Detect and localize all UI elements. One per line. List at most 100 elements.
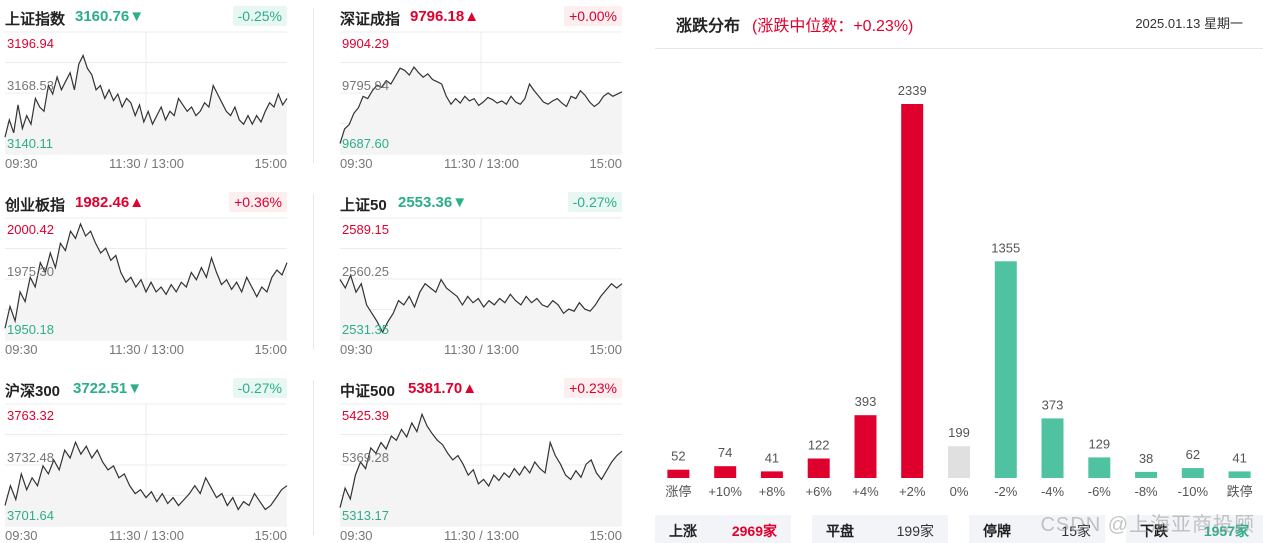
summary-label: 停牌 bbox=[983, 523, 1011, 539]
x-label-mid: 11:30 / 13:00 bbox=[444, 156, 519, 171]
bar-category-label: -4% bbox=[1041, 484, 1065, 499]
distribution-title: 涨跌分布 bbox=[676, 18, 741, 35]
index-panel-shenzhen[interactable]: 深证成指 9796.18▲ +0.00% 9904.29 9795.94 968… bbox=[339, 0, 623, 172]
bar-category-label: +4% bbox=[852, 484, 879, 499]
bar-category-label: -8% bbox=[1135, 484, 1159, 499]
y-label-mid: 2560.25 bbox=[342, 264, 389, 279]
x-label-open: 09:30 bbox=[340, 528, 373, 543]
index-intraday-chart: 2000.42 1975.30 1950.18 bbox=[4, 217, 288, 341]
index-intraday-chart: 5425.39 5369.28 5313.17 bbox=[339, 403, 623, 527]
bar-3 bbox=[807, 458, 830, 478]
index-price: 5381.70▲ bbox=[408, 380, 478, 397]
bar-value-label: 52 bbox=[671, 449, 685, 464]
index-panel-sse50[interactable]: 上证50 2553.36▼ -0.27% 2589.15 2560.25 253… bbox=[339, 186, 623, 358]
summary-label: 下跌 bbox=[1140, 523, 1168, 539]
x-label-close: 15:00 bbox=[254, 156, 287, 171]
summary-value: 15家 bbox=[1061, 523, 1091, 539]
bar-category-label: 涨停 bbox=[665, 484, 691, 499]
price-line bbox=[4, 440, 288, 511]
bar-value-label: 41 bbox=[1232, 450, 1246, 465]
price-line bbox=[339, 273, 623, 334]
index-price: 9796.18▲ bbox=[410, 8, 480, 25]
y-label-low: 5313.17 bbox=[342, 508, 389, 523]
summary-value: 2969家 bbox=[731, 523, 777, 539]
x-label-open: 09:30 bbox=[340, 156, 373, 171]
index-change-badge: +0.00% bbox=[564, 6, 622, 26]
y-label-low: 2531.35 bbox=[342, 322, 389, 337]
bar-7 bbox=[994, 261, 1017, 478]
x-label-close: 15:00 bbox=[589, 156, 622, 171]
watermark: CSDN @上海亚商投顾 bbox=[1040, 514, 1255, 536]
index-name: 上证50 bbox=[340, 197, 387, 214]
bar-category-label: +10% bbox=[708, 484, 742, 499]
price-area bbox=[5, 442, 287, 526]
index-name: 深证成指 bbox=[340, 11, 401, 28]
index-price: 3160.76▼ bbox=[75, 8, 145, 25]
y-label-low: 9687.60 bbox=[342, 136, 389, 151]
bar-category-label: -2% bbox=[994, 484, 1018, 499]
index-name: 上证指数 bbox=[5, 11, 66, 28]
x-label-close: 15:00 bbox=[254, 528, 287, 543]
y-label-mid: 3732.48 bbox=[7, 450, 54, 465]
bar-category-label: +2% bbox=[899, 484, 926, 499]
index-change-badge: +0.23% bbox=[564, 378, 622, 398]
x-label-close: 15:00 bbox=[254, 342, 287, 357]
trade-date: 2025.01.13 星期一 bbox=[1135, 16, 1243, 31]
bar-value-label: 38 bbox=[1139, 451, 1153, 466]
x-label-mid: 11:30 / 13:00 bbox=[109, 156, 184, 171]
bar-value-label: 2339 bbox=[898, 83, 927, 98]
column-divider bbox=[313, 8, 314, 163]
x-label-mid: 11:30 / 13:00 bbox=[444, 528, 519, 543]
index-change-badge: +0.36% bbox=[229, 192, 287, 212]
summary-label: 平盘 bbox=[826, 523, 854, 539]
y-label-high: 3196.94 bbox=[7, 36, 54, 51]
y-label-low: 1950.18 bbox=[7, 322, 54, 337]
index-intraday-chart: 3196.94 3168.53 3140.11 bbox=[4, 31, 288, 155]
index-price: 2553.36▼ bbox=[398, 194, 468, 211]
y-label-low: 3701.64 bbox=[7, 508, 54, 523]
y-label-high: 9904.29 bbox=[342, 36, 389, 51]
x-label-open: 09:30 bbox=[5, 156, 38, 171]
index-name: 创业板指 bbox=[5, 197, 66, 214]
price-line bbox=[339, 412, 623, 508]
price-area bbox=[340, 67, 622, 154]
y-label-mid: 3168.53 bbox=[7, 78, 54, 93]
summary-label: 上涨 bbox=[669, 523, 697, 539]
price-area bbox=[5, 55, 287, 154]
y-label-mid: 1975.30 bbox=[7, 264, 54, 279]
bar-category-label: +6% bbox=[805, 484, 832, 499]
index-panel-chinext[interactable]: 创业板指 1982.46▲ +0.36% 2000.42 1975.30 195… bbox=[4, 186, 288, 358]
index-change-badge: -0.25% bbox=[232, 6, 287, 26]
index-panel-shanghai[interactable]: 上证指数 3160.76▼ -0.25% 3196.94 3168.53 314… bbox=[4, 0, 288, 172]
bar-5 bbox=[901, 104, 924, 478]
index-panel-csi500[interactable]: 中证500 5381.70▲ +0.23% 5425.39 5369.28 53… bbox=[339, 372, 623, 543]
bar-6 bbox=[948, 446, 970, 478]
bar-value-label: 199 bbox=[948, 425, 970, 440]
index-change-badge: -0.27% bbox=[232, 378, 287, 398]
summary-up: 上涨 2969家 bbox=[655, 515, 791, 543]
bar-4 bbox=[854, 415, 877, 478]
bar-value-label: 74 bbox=[718, 445, 732, 460]
index-name: 中证500 bbox=[340, 383, 396, 400]
column-divider bbox=[313, 380, 314, 535]
x-label-open: 09:30 bbox=[340, 342, 373, 357]
x-label-close: 15:00 bbox=[589, 528, 622, 543]
y-label-high: 3763.32 bbox=[7, 408, 54, 423]
x-label-open: 09:30 bbox=[5, 528, 38, 543]
summary-down: 下跌 1957家 bbox=[1126, 515, 1263, 543]
bar-value-label: 393 bbox=[855, 394, 877, 409]
index-intraday-chart: 3763.32 3732.48 3701.64 bbox=[4, 403, 288, 527]
price-line bbox=[4, 222, 288, 329]
y-label-high: 2589.15 bbox=[342, 222, 389, 237]
x-label-open: 09:30 bbox=[5, 342, 38, 357]
x-label-mid: 11:30 / 13:00 bbox=[109, 528, 184, 543]
bar-8 bbox=[1041, 418, 1064, 478]
header-divider bbox=[655, 48, 1263, 49]
price-line bbox=[339, 66, 623, 144]
bar-category-label: +8% bbox=[759, 484, 786, 499]
index-panel-csi300[interactable]: 沪深300 3722.51▼ -0.27% 3763.32 3732.48 37… bbox=[4, 372, 288, 543]
bar-value-label: 1355 bbox=[991, 240, 1020, 255]
bar-value-label: 41 bbox=[765, 450, 779, 465]
distribution-bar-chart: 52 涨停 74 +10% 41 +8% 122 +6% 393 +4% 2339 +2% 199 0% 1… bbox=[655, 60, 1263, 505]
bar-category-label: -6% bbox=[1088, 484, 1112, 499]
